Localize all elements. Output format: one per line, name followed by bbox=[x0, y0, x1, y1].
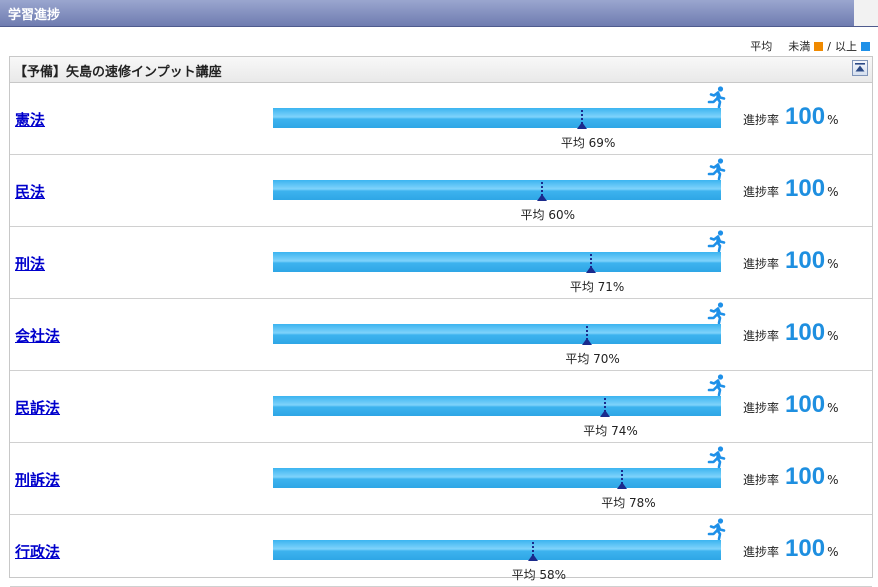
runner-icon bbox=[707, 158, 726, 180]
progress-bar bbox=[273, 324, 721, 344]
subject-link[interactable]: 民法 bbox=[15, 183, 46, 201]
average-text: 平均 69% bbox=[560, 136, 616, 150]
progress-bar-fill bbox=[273, 252, 721, 272]
legend-above-swatch bbox=[861, 41, 870, 51]
progress-rate-value: 100 bbox=[785, 175, 826, 202]
subject-link[interactable]: 行政法 bbox=[15, 543, 61, 561]
progress-rate-label: 進捗率 bbox=[743, 185, 780, 199]
average-text: 平均 58% bbox=[511, 568, 567, 582]
title-bar: 学習進捗 bbox=[0, 0, 878, 27]
percent-sign: % bbox=[827, 545, 839, 559]
subject-row: 民訴法 平均 74% 進捗率 100 % bbox=[10, 371, 872, 443]
progress-bar-fill bbox=[273, 180, 721, 200]
legend-below-swatch bbox=[814, 41, 824, 51]
collapse-up-icon[interactable] bbox=[852, 60, 868, 76]
progress-bar bbox=[273, 396, 721, 416]
progress-bar bbox=[273, 540, 721, 560]
course-name: 【予備】矢島の速修インプット講座 bbox=[14, 65, 222, 80]
legend-below-label: 未満 bbox=[788, 40, 811, 53]
percent-sign: % bbox=[827, 473, 839, 487]
progress-bar-fill bbox=[273, 540, 721, 560]
progress-rate: 進捗率 100 % bbox=[743, 391, 838, 419]
subject-link[interactable]: 刑法 bbox=[15, 255, 46, 273]
average-marker-icon bbox=[586, 266, 597, 273]
subject-list: 憲法 平均 69% 進捗率 100 % 民法 平均 60% 進捗率 100 bbox=[10, 83, 872, 587]
runner-icon bbox=[707, 518, 726, 540]
subject-link[interactable]: 会社法 bbox=[15, 327, 61, 345]
progress-bar bbox=[273, 468, 721, 488]
progress-rate-label: 進捗率 bbox=[743, 401, 780, 415]
progress-bar-fill bbox=[273, 468, 721, 488]
average-text: 平均 78% bbox=[601, 496, 656, 510]
subject-link[interactable]: 民訴法 bbox=[15, 399, 61, 417]
runner-icon bbox=[707, 374, 726, 396]
average-line bbox=[590, 254, 593, 272]
percent-sign: % bbox=[827, 257, 839, 271]
subject-row: 行政法 平均 58% 進捗率 100 % bbox=[10, 515, 872, 587]
progress-bar bbox=[273, 252, 721, 272]
progress-bar-fill bbox=[273, 396, 721, 416]
course-header: 【予備】矢島の速修インプット講座 bbox=[10, 57, 872, 83]
subject-link[interactable]: 憲法 bbox=[15, 111, 46, 129]
progress-rate-value: 100 bbox=[785, 247, 826, 274]
percent-sign: % bbox=[827, 113, 839, 127]
average-line bbox=[603, 398, 606, 416]
runner-icon bbox=[707, 86, 726, 108]
runner-icon bbox=[707, 446, 726, 468]
average-text: 平均 71% bbox=[569, 280, 625, 294]
subject-row: 民法 平均 60% 進捗率 100 % bbox=[10, 155, 872, 227]
legend-above-label: 以上 bbox=[835, 40, 857, 53]
progress-rate: 進捗率 100 % bbox=[743, 247, 838, 275]
progress-bar bbox=[273, 108, 721, 128]
progress-bar bbox=[273, 180, 721, 200]
progress-rate-value: 100 bbox=[785, 319, 826, 346]
runner-icon bbox=[707, 302, 726, 324]
subject-row: 憲法 平均 69% 進捗率 100 % bbox=[10, 83, 872, 155]
progress-bar-fill bbox=[273, 324, 721, 344]
runner-icon bbox=[707, 230, 726, 252]
progress-rate-value: 100 bbox=[785, 103, 826, 130]
progress-rate-label: 進捗率 bbox=[743, 329, 780, 343]
legend: 平均 未満 / 以上 bbox=[750, 38, 870, 54]
average-marker-icon bbox=[599, 410, 610, 417]
average-marker-icon bbox=[536, 194, 547, 201]
progress-rate: 進捗率 100 % bbox=[743, 103, 838, 131]
average-marker-icon bbox=[527, 554, 538, 561]
progress-rate: 進捗率 100 % bbox=[743, 319, 838, 347]
progress-rate: 進捗率 100 % bbox=[743, 175, 838, 203]
subject-row: 会社法 平均 70% 進捗率 100 % bbox=[10, 299, 872, 371]
title-bar-gap bbox=[854, 0, 878, 26]
average-line bbox=[540, 182, 543, 200]
progress-rate: 進捗率 100 % bbox=[743, 535, 838, 563]
progress-rate-label: 進捗率 bbox=[743, 473, 780, 487]
subject-link[interactable]: 刑訴法 bbox=[15, 471, 61, 489]
progress-rate-value: 100 bbox=[785, 463, 826, 490]
average-text: 平均 74% bbox=[583, 424, 638, 438]
progress-rate-value: 100 bbox=[785, 391, 826, 418]
average-text: 平均 70% bbox=[565, 352, 620, 366]
progress-rate: 進捗率 100 % bbox=[743, 463, 838, 491]
progress-rate-value: 100 bbox=[785, 535, 826, 562]
percent-sign: % bbox=[827, 185, 839, 199]
subject-row: 刑訴法 平均 78% 進捗率 100 % bbox=[10, 443, 872, 515]
average-line bbox=[621, 470, 624, 488]
average-marker-icon bbox=[581, 338, 592, 345]
progress-rate-label: 進捗率 bbox=[743, 113, 780, 127]
average-text: 平均 60% bbox=[520, 208, 576, 222]
subject-row: 刑法 平均 71% 進捗率 100 % bbox=[10, 227, 872, 299]
average-line bbox=[531, 542, 534, 560]
average-line bbox=[585, 326, 588, 344]
progress-rate-label: 進捗率 bbox=[743, 545, 780, 559]
percent-sign: % bbox=[827, 329, 839, 343]
legend-separator: / bbox=[827, 39, 831, 53]
average-line bbox=[581, 110, 584, 128]
progress-bar-fill bbox=[273, 108, 721, 128]
percent-sign: % bbox=[827, 401, 839, 415]
legend-label: 平均 bbox=[750, 40, 773, 53]
average-marker-icon bbox=[617, 482, 628, 489]
window-title: 学習進捗 bbox=[8, 8, 61, 23]
progress-rate-label: 進捗率 bbox=[743, 257, 780, 271]
average-marker-icon bbox=[577, 122, 588, 129]
course-panel: 【予備】矢島の速修インプット講座 憲法 平均 69% 進捗率 100 % 民法 bbox=[9, 56, 873, 587]
